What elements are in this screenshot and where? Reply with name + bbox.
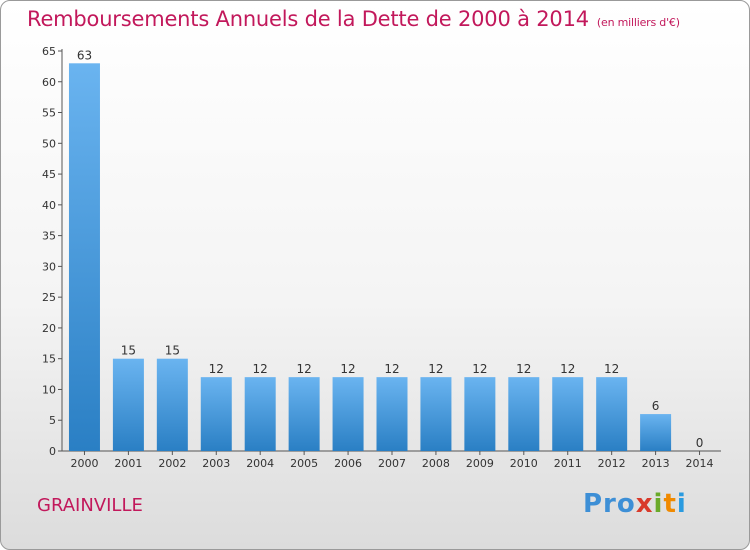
x-tick-label: 2012 (598, 457, 626, 470)
x-tick-label: 2013 (642, 457, 670, 470)
data-label: 15 (121, 344, 136, 358)
x-tick-label: 2000 (70, 457, 98, 470)
logo-part-5: i (676, 489, 687, 519)
logo-part-2: x (635, 489, 654, 519)
y-tick-label: 25 (42, 291, 56, 304)
bar (596, 377, 628, 451)
data-label: 6 (652, 399, 660, 413)
data-label: 0 (696, 436, 704, 450)
x-tick-label: 2003 (202, 457, 230, 470)
y-tick-label: 35 (42, 230, 56, 243)
x-tick-label: 2014 (686, 457, 714, 470)
y-tick-label: 10 (42, 383, 56, 396)
bar (640, 414, 672, 451)
bar (508, 377, 540, 451)
bar (288, 377, 320, 451)
chart-title: Remboursements Annuels de la Dette de 20… (27, 7, 680, 31)
x-tick-label: 2008 (422, 457, 450, 470)
bar (112, 358, 144, 451)
data-label: 12 (296, 362, 311, 376)
y-tick-label: 55 (42, 107, 56, 120)
y-tick-label: 60 (42, 76, 56, 89)
y-tick-label: 50 (42, 137, 56, 150)
bar (376, 377, 408, 451)
y-tick-label: 5 (49, 414, 56, 427)
bar (244, 377, 276, 451)
bar (464, 377, 496, 451)
chart-title-text: Remboursements Annuels de la Dette de 20… (27, 7, 589, 31)
bar (68, 63, 100, 452)
data-label: 63 (77, 48, 92, 62)
data-label: 12 (560, 362, 575, 376)
bar (420, 377, 452, 451)
data-label: 12 (472, 362, 487, 376)
x-tick-label: 2010 (510, 457, 538, 470)
logo-part-3: i (653, 489, 664, 519)
y-tick-label: 65 (42, 45, 56, 58)
commune-name: GRAINVILLE (37, 495, 143, 516)
bar (156, 358, 188, 451)
data-label: 12 (516, 362, 531, 376)
logo-part-1: Pro (583, 489, 636, 519)
x-tick-label: 2001 (114, 457, 142, 470)
x-tick-label: 2007 (378, 457, 406, 470)
data-label: 12 (384, 362, 399, 376)
y-tick-label: 45 (42, 168, 56, 181)
chart-unit: (en milliers d'€) (596, 16, 680, 29)
bar (332, 377, 364, 451)
bar (552, 377, 584, 451)
x-tick-label: 2005 (290, 457, 318, 470)
y-tick-label: 40 (42, 199, 56, 212)
data-label: 12 (209, 362, 224, 376)
y-tick-label: 0 (49, 445, 56, 458)
y-tick-label: 30 (42, 260, 56, 273)
x-tick-label: 2002 (158, 457, 186, 470)
data-label: 12 (253, 362, 268, 376)
bar (200, 377, 232, 451)
y-tick-label: 15 (42, 353, 56, 366)
data-label: 15 (165, 344, 180, 358)
data-label: 12 (340, 362, 355, 376)
proxiti-logo: Proxiti (583, 489, 687, 519)
x-tick-label: 2011 (554, 457, 582, 470)
data-label: 12 (428, 362, 443, 376)
y-tick-label: 20 (42, 322, 56, 335)
data-label: 12 (604, 362, 619, 376)
x-tick-label: 2009 (466, 457, 494, 470)
x-tick-label: 2004 (246, 457, 274, 470)
x-tick-label: 2006 (334, 457, 362, 470)
logo-part-4: t (663, 489, 677, 519)
